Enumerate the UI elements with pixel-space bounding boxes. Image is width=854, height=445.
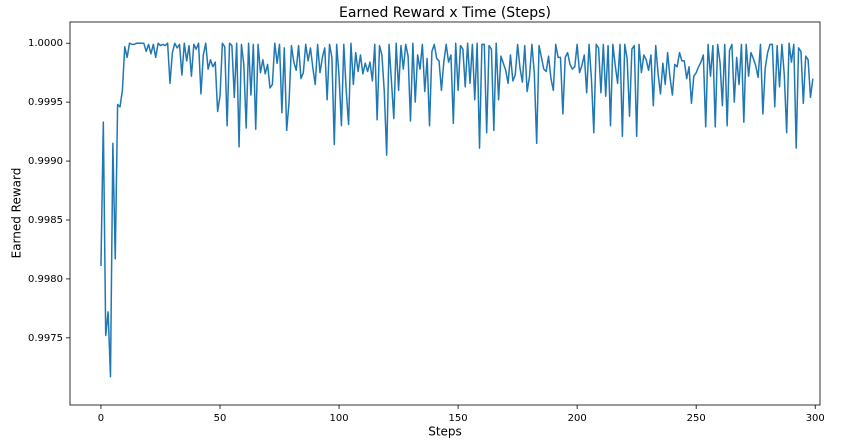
y-tick-label: 0.9980: [28, 274, 63, 285]
x-tick-label: 50: [214, 413, 227, 424]
y-tick-label: 1.0000: [28, 38, 63, 49]
x-axis-label: Steps: [428, 425, 462, 439]
x-tick-label: 150: [449, 413, 468, 424]
x-tick-label: 0: [98, 413, 104, 424]
y-tick-label: 0.9995: [28, 97, 63, 108]
x-tick-label: 200: [568, 413, 587, 424]
y-axis-label: Earned Reward: [10, 168, 24, 259]
x-tick-label: 250: [687, 413, 706, 424]
y-tick-label: 0.9975: [28, 333, 63, 344]
x-tick-label: 300: [806, 413, 825, 424]
x-tick-label: 100: [330, 413, 349, 424]
plot-frame: [69, 21, 821, 406]
y-tick-label: 0.9990: [28, 156, 63, 167]
chart-title: Earned Reward x Time (Steps): [339, 5, 551, 21]
line-series: [100, 42, 814, 378]
y-tick-label: 0.9985: [28, 215, 63, 226]
